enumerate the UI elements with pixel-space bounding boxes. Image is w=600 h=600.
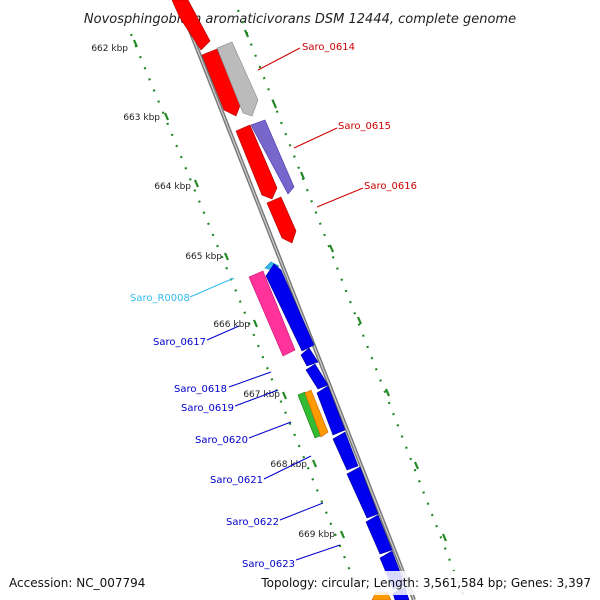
gene-arrow-blue[interactable] — [332, 431, 359, 471]
label-leader-lines — [189, 47, 364, 561]
gene-arrow-red[interactable] — [201, 48, 242, 117]
genome-backbone — [176, 0, 416, 600]
kbp-label-665: 665 kbp — [185, 252, 222, 262]
gene-label-saro-0614[interactable]: Saro_0614 — [302, 42, 355, 53]
gene-arrow-grey[interactable] — [216, 41, 259, 117]
kbp-scale: 662 kbp 663 kbp 664 kbp 665 kbp 666 kbp … — [91, 39, 346, 540]
kbp-tick — [252, 319, 259, 328]
accession-text: Accession: NC_007794 — [9, 576, 145, 590]
gene-label-saro-0618[interactable]: Saro_0618 — [174, 384, 227, 395]
gene-label-saro-0621[interactable]: Saro_0621 — [210, 475, 263, 486]
gene-label-saro-0623[interactable]: Saro_0623 — [242, 559, 295, 570]
reverse-strand-genes — [171, 0, 297, 244]
gene-arrow-purple[interactable] — [250, 119, 295, 195]
gene-label-saro-0617[interactable]: Saro_0617 — [153, 337, 206, 348]
kbp-label-669: 669 kbp — [298, 530, 335, 540]
middle-lane-genes — [216, 41, 295, 195]
kbp-label-666: 666 kbp — [213, 320, 250, 330]
kbp-tick — [193, 179, 200, 188]
forward-strand-genes — [265, 263, 410, 600]
gene-arrow-blue[interactable] — [316, 385, 346, 436]
gene-arrow-blue[interactable] — [300, 347, 319, 367]
map-title: Novosphingobium aromaticivorans DSM 1244… — [84, 12, 516, 27]
kbp-tick — [339, 530, 346, 539]
kbp-label-667: 667 kbp — [243, 390, 280, 400]
gene-arrow-blue[interactable] — [365, 514, 393, 555]
gene-arrow-blue[interactable] — [265, 263, 315, 352]
gene-labels: Saro_0614 Saro_0615 Saro_0616 Saro_R0008… — [130, 42, 417, 570]
kbp-label-662: 662 kbp — [91, 44, 128, 54]
kbp-tick — [311, 459, 318, 468]
gene-label-saro-0622[interactable]: Saro_0622 — [226, 517, 279, 528]
gene-arrow-orange[interactable] — [304, 389, 329, 438]
gene-arrow-blue[interactable] — [346, 466, 379, 519]
gene-arrow-red[interactable] — [235, 124, 278, 200]
gene-label-saro-r0008[interactable]: Saro_R0008 — [130, 293, 190, 304]
kbp-label-664: 664 kbp — [154, 182, 191, 192]
gene-arrow-pink[interactable] — [248, 270, 296, 357]
outer-scale-ticks — [243, 29, 448, 542]
genome-summary-text: Topology: circular; Length: 3,561,584 bp… — [260, 576, 591, 590]
kbp-tick — [132, 39, 139, 48]
inner-dotted-guide — [129, 33, 364, 600]
kbp-tick — [223, 252, 230, 261]
gene-label-saro-0619[interactable]: Saro_0619 — [181, 403, 234, 414]
footer-backdrop — [0, 571, 600, 595]
gene-label-saro-0615[interactable]: Saro_0615 — [338, 121, 391, 132]
kbp-tick — [163, 112, 170, 121]
gene-arrow-red[interactable] — [171, 0, 211, 51]
kbp-label-668: 668 kbp — [270, 460, 307, 470]
kbp-label-663: 663 kbp — [123, 113, 160, 123]
gene-label-saro-0620[interactable]: Saro_0620 — [195, 435, 248, 446]
gene-label-saro-0616[interactable]: Saro_0616 — [364, 181, 417, 192]
gene-arrow-red[interactable] — [266, 196, 297, 244]
gene-arrow-blue[interactable] — [305, 363, 329, 390]
kbp-tick — [281, 391, 288, 400]
